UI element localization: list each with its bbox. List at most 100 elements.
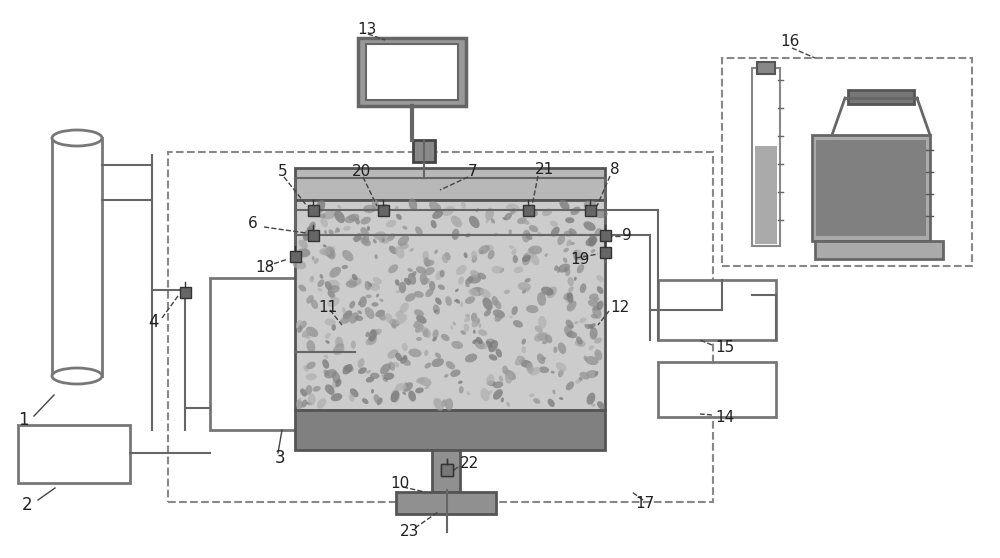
- Ellipse shape: [342, 250, 353, 261]
- Ellipse shape: [492, 296, 498, 306]
- Text: 7: 7: [468, 165, 478, 180]
- Ellipse shape: [493, 389, 503, 400]
- Ellipse shape: [380, 363, 391, 374]
- Ellipse shape: [320, 274, 323, 279]
- Ellipse shape: [521, 339, 526, 345]
- Ellipse shape: [420, 273, 428, 285]
- Ellipse shape: [402, 355, 408, 363]
- Ellipse shape: [322, 359, 329, 369]
- Ellipse shape: [372, 200, 379, 210]
- Ellipse shape: [518, 282, 531, 291]
- Ellipse shape: [486, 339, 495, 344]
- Ellipse shape: [391, 324, 396, 329]
- Ellipse shape: [541, 287, 554, 296]
- Ellipse shape: [461, 201, 466, 209]
- Ellipse shape: [424, 267, 435, 275]
- Ellipse shape: [571, 206, 580, 215]
- Ellipse shape: [389, 319, 400, 326]
- Ellipse shape: [583, 222, 596, 231]
- Ellipse shape: [569, 228, 577, 236]
- Ellipse shape: [395, 310, 403, 317]
- Bar: [432, 450, 460, 492]
- Ellipse shape: [521, 346, 526, 353]
- Ellipse shape: [306, 362, 316, 369]
- Ellipse shape: [597, 286, 603, 294]
- Ellipse shape: [362, 398, 368, 404]
- Ellipse shape: [486, 341, 492, 348]
- Ellipse shape: [373, 239, 377, 243]
- Ellipse shape: [329, 246, 335, 254]
- Ellipse shape: [327, 290, 335, 299]
- Ellipse shape: [348, 277, 362, 286]
- Ellipse shape: [421, 278, 430, 285]
- Ellipse shape: [328, 285, 340, 293]
- Text: 18: 18: [255, 261, 274, 276]
- Ellipse shape: [514, 267, 523, 273]
- Ellipse shape: [494, 300, 501, 309]
- Ellipse shape: [423, 329, 428, 337]
- Text: 17: 17: [635, 496, 654, 511]
- Ellipse shape: [422, 251, 429, 261]
- Ellipse shape: [465, 284, 470, 287]
- Ellipse shape: [453, 321, 456, 326]
- Ellipse shape: [465, 277, 473, 285]
- Ellipse shape: [576, 336, 583, 345]
- Ellipse shape: [306, 332, 311, 339]
- Ellipse shape: [579, 318, 587, 323]
- Ellipse shape: [332, 372, 340, 383]
- Ellipse shape: [408, 273, 416, 285]
- Ellipse shape: [566, 331, 577, 338]
- Ellipse shape: [590, 328, 598, 340]
- Ellipse shape: [413, 320, 421, 328]
- Ellipse shape: [565, 268, 570, 276]
- Ellipse shape: [456, 265, 467, 275]
- Ellipse shape: [326, 280, 340, 289]
- Bar: [658, 280, 776, 340]
- Ellipse shape: [415, 324, 424, 333]
- Ellipse shape: [394, 206, 398, 211]
- Ellipse shape: [312, 256, 315, 261]
- Ellipse shape: [564, 326, 573, 337]
- Text: 20: 20: [352, 165, 371, 180]
- Ellipse shape: [556, 362, 567, 372]
- Ellipse shape: [522, 288, 526, 294]
- Ellipse shape: [533, 398, 540, 404]
- Ellipse shape: [592, 306, 599, 311]
- Ellipse shape: [306, 326, 318, 337]
- Ellipse shape: [342, 364, 353, 374]
- Ellipse shape: [423, 257, 430, 267]
- Ellipse shape: [548, 398, 555, 407]
- Ellipse shape: [402, 359, 411, 366]
- Ellipse shape: [429, 281, 435, 291]
- Bar: [413, 140, 435, 162]
- Ellipse shape: [513, 320, 523, 328]
- Ellipse shape: [556, 267, 560, 273]
- Ellipse shape: [553, 347, 557, 353]
- Ellipse shape: [473, 330, 476, 334]
- Ellipse shape: [491, 218, 495, 224]
- Ellipse shape: [307, 402, 312, 405]
- Ellipse shape: [376, 294, 379, 297]
- Ellipse shape: [563, 257, 567, 263]
- Ellipse shape: [350, 388, 359, 397]
- Ellipse shape: [366, 338, 377, 345]
- Ellipse shape: [479, 324, 481, 328]
- Ellipse shape: [480, 288, 491, 298]
- Ellipse shape: [434, 310, 438, 312]
- Ellipse shape: [354, 233, 362, 242]
- Ellipse shape: [370, 373, 380, 379]
- Ellipse shape: [594, 338, 602, 344]
- Ellipse shape: [360, 227, 369, 237]
- Ellipse shape: [501, 397, 504, 402]
- Ellipse shape: [296, 248, 309, 257]
- Ellipse shape: [592, 306, 602, 319]
- Ellipse shape: [591, 314, 598, 319]
- Ellipse shape: [402, 343, 408, 352]
- Ellipse shape: [566, 239, 572, 246]
- Ellipse shape: [334, 210, 345, 223]
- Ellipse shape: [299, 321, 307, 329]
- Ellipse shape: [535, 325, 543, 333]
- Ellipse shape: [469, 216, 480, 228]
- Ellipse shape: [587, 324, 594, 329]
- Ellipse shape: [585, 356, 598, 365]
